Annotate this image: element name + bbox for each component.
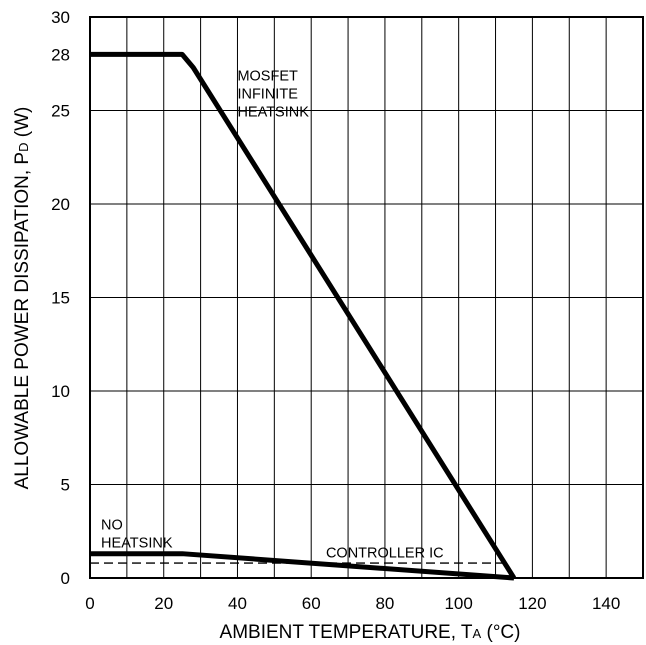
y-tick-label: 15 xyxy=(51,289,70,308)
plot-frame xyxy=(89,16,644,579)
series-line-0 xyxy=(90,51,517,580)
x-tick-label: 140 xyxy=(592,594,620,613)
y-tick-label: 0 xyxy=(61,569,70,588)
x-tick-label: 40 xyxy=(228,594,247,613)
x-tick-label: 60 xyxy=(302,594,321,613)
y-tick-label-extra: 28 xyxy=(51,45,70,64)
y-tick-label: 20 xyxy=(51,195,70,214)
x-tick-label: 0 xyxy=(85,594,94,613)
tick-labels: 0 20 40 60 80 100 120 140 0 5 10 15 20 25 30 28 xyxy=(51,8,620,613)
y-tick-label: 30 xyxy=(51,8,70,27)
series-lines xyxy=(90,51,517,581)
x-tick-label: 100 xyxy=(444,594,472,613)
annotation-2: CONTROLLER IC xyxy=(326,545,444,561)
x-tick-label: 20 xyxy=(154,594,173,613)
x-tick-label: 120 xyxy=(518,594,546,613)
annotation-1: NO HEATSINK xyxy=(101,517,173,551)
annotation-0: MOSFET INFINITE HEATSINK xyxy=(237,69,309,121)
annotations: MOSFET INFINITE HEATSINK NO HEATSINK CONTROLL… xyxy=(101,69,444,562)
x-axis-title: AMBIENT TEMPERATURE, TA (°C) xyxy=(220,622,521,643)
series-line-1 xyxy=(90,551,515,581)
y-axis-title: ALLOWABLE POWER DISSIPATION, PD (W) xyxy=(12,107,33,490)
x-tick-label: 80 xyxy=(375,594,394,613)
y-tick-label: 5 xyxy=(61,476,70,495)
grid-lines xyxy=(89,16,644,579)
y-tick-label: 25 xyxy=(51,102,70,121)
y-tick-label: 10 xyxy=(51,382,70,401)
